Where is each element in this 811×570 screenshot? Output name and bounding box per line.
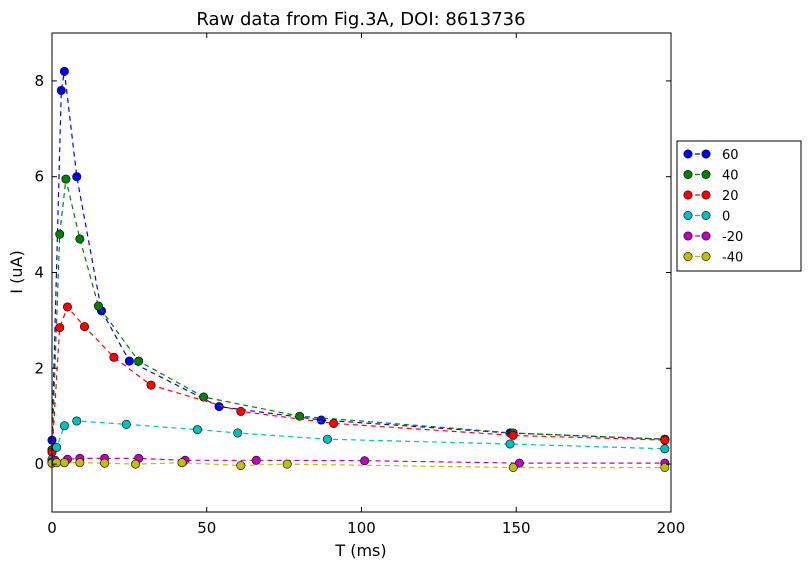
y-axis-label: I (uA) [7,250,26,293]
y-tick-label: 8 [34,72,44,90]
x-tick-label: 150 [502,519,531,537]
legend-label: 60 [722,148,739,163]
data-point [62,302,72,312]
data-point [56,85,66,95]
data-point [236,406,246,416]
series-line [51,457,665,464]
legend: 60 40 20 0 -20 -40 [676,140,802,272]
data-point [199,392,209,402]
x-tick-label: 50 [197,519,216,537]
legend-marker [701,252,711,262]
legend-label: 20 [722,189,739,204]
chart-title: Raw data from Fig.3A, DOI: 8613736 [196,9,525,30]
legend-marker [683,252,693,262]
data-point [59,421,69,431]
data-point [233,428,243,438]
data-point [121,419,131,429]
data-point [59,458,69,468]
legend-label: 0 [722,210,730,225]
data-point [508,430,518,440]
data-point [52,442,62,452]
data-point [55,229,65,239]
data-point [75,234,85,244]
data-point [514,458,524,468]
data-point [177,458,187,468]
data-point [329,418,339,428]
legend-marker [683,231,693,241]
data-point [55,323,65,333]
legend-label: 40 [722,169,739,184]
data-point [134,356,144,366]
data-point [72,416,82,426]
series-line [51,178,665,450]
data-point [93,301,103,311]
legend-marker [683,211,693,221]
x-tick-label: 200 [657,519,686,537]
y-tick-label: 4 [34,264,44,282]
data-point [124,356,134,366]
data-point [236,461,246,471]
data-point [59,66,69,76]
data-point [131,459,141,469]
data-point [660,462,670,472]
data-point [251,455,261,465]
data-point [295,411,305,421]
y-tick-label: 2 [34,359,44,377]
legend-label: -20 [722,230,743,245]
series-line [51,71,665,441]
legend-marker [683,149,693,159]
series-line [51,420,665,460]
y-tick-label: 0 [34,455,44,473]
data-point [660,435,670,445]
legend-marker [683,190,693,200]
data-point [505,439,515,449]
x-tick-label: 0 [47,519,57,537]
data-point [109,352,119,362]
legend-marker [701,190,711,200]
data-point [75,458,85,468]
x-axis-label: T (ms) [334,541,386,560]
data-point [508,462,518,472]
x-tick-label: 100 [347,519,376,537]
data-point [61,174,71,184]
series-line [51,305,665,453]
data-point [322,434,332,444]
legend-marker [701,170,711,180]
series-line [51,462,665,469]
legend-marker [701,149,711,159]
ticks-layer: 0 50 100 150 200 0 2 4 6 8 [34,33,685,537]
data-point [52,458,62,468]
data-point [214,402,224,412]
data-point [660,444,670,454]
data-point [100,458,110,468]
legend-marker [701,211,711,221]
legend-label: -40 [722,251,743,266]
data-point [282,459,292,469]
data-point [192,425,202,435]
data-point [146,380,156,390]
legend-marker [683,170,693,180]
series-layer [47,66,670,472]
data-point [360,456,370,466]
legend-frame [676,140,802,272]
data-point [72,172,82,182]
y-tick-label: 6 [34,168,44,186]
legend-marker [701,231,711,241]
data-point [79,322,89,332]
